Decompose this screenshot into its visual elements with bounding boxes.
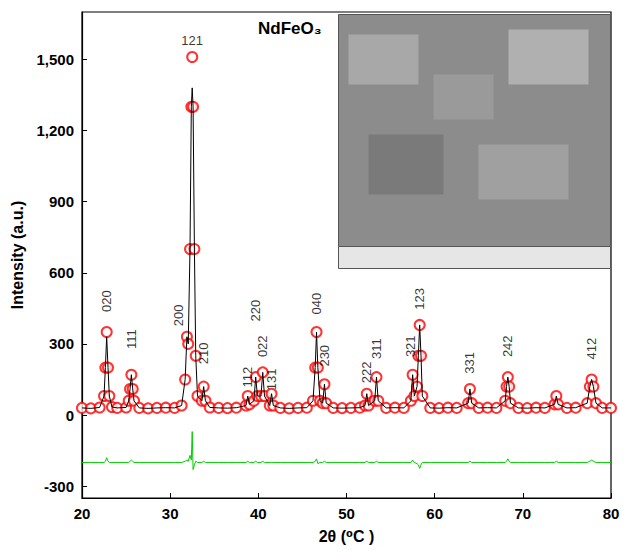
svg-text:80: 80 bbox=[603, 505, 620, 522]
svg-text:222: 222 bbox=[359, 361, 374, 383]
svg-text:040: 040 bbox=[309, 293, 324, 315]
svg-text:210: 210 bbox=[196, 343, 211, 365]
svg-text:2θ (⁰C ): 2θ (⁰C ) bbox=[319, 528, 375, 545]
svg-text:-300: -300 bbox=[44, 478, 74, 495]
svg-text:311: 311 bbox=[369, 338, 384, 359]
svg-text:412: 412 bbox=[584, 338, 599, 360]
svg-text:200: 200 bbox=[171, 305, 186, 327]
svg-text:331: 331 bbox=[462, 352, 477, 374]
svg-text:1,200: 1,200 bbox=[36, 122, 74, 139]
svg-text:0: 0 bbox=[66, 407, 74, 424]
svg-text:600: 600 bbox=[49, 264, 74, 281]
svg-text:NdFeO₃: NdFeO₃ bbox=[258, 19, 322, 38]
svg-text:131: 131 bbox=[264, 369, 279, 391]
svg-text:121: 121 bbox=[181, 33, 203, 48]
svg-text:20: 20 bbox=[74, 505, 91, 522]
svg-text:50: 50 bbox=[338, 505, 355, 522]
svg-text:242: 242 bbox=[500, 335, 515, 357]
svg-text:70: 70 bbox=[514, 505, 531, 522]
svg-text:230: 230 bbox=[317, 345, 332, 367]
svg-text:112: 112 bbox=[240, 367, 255, 388]
svg-text:220: 220 bbox=[248, 300, 263, 322]
svg-text:123: 123 bbox=[412, 288, 427, 310]
svg-text:111: 111 bbox=[124, 329, 139, 349]
svg-text:40: 40 bbox=[250, 505, 267, 522]
svg-text:60: 60 bbox=[426, 505, 443, 522]
svg-text:321: 321 bbox=[403, 335, 418, 357]
svg-text:1,500: 1,500 bbox=[36, 51, 74, 68]
svg-text:900: 900 bbox=[49, 193, 74, 210]
svg-text:022: 022 bbox=[255, 335, 270, 357]
svg-text:020: 020 bbox=[99, 290, 114, 312]
svg-text:Intensity (a.u.): Intensity (a.u.) bbox=[9, 201, 26, 309]
svg-text:30: 30 bbox=[162, 505, 179, 522]
svg-text:300: 300 bbox=[49, 335, 74, 352]
